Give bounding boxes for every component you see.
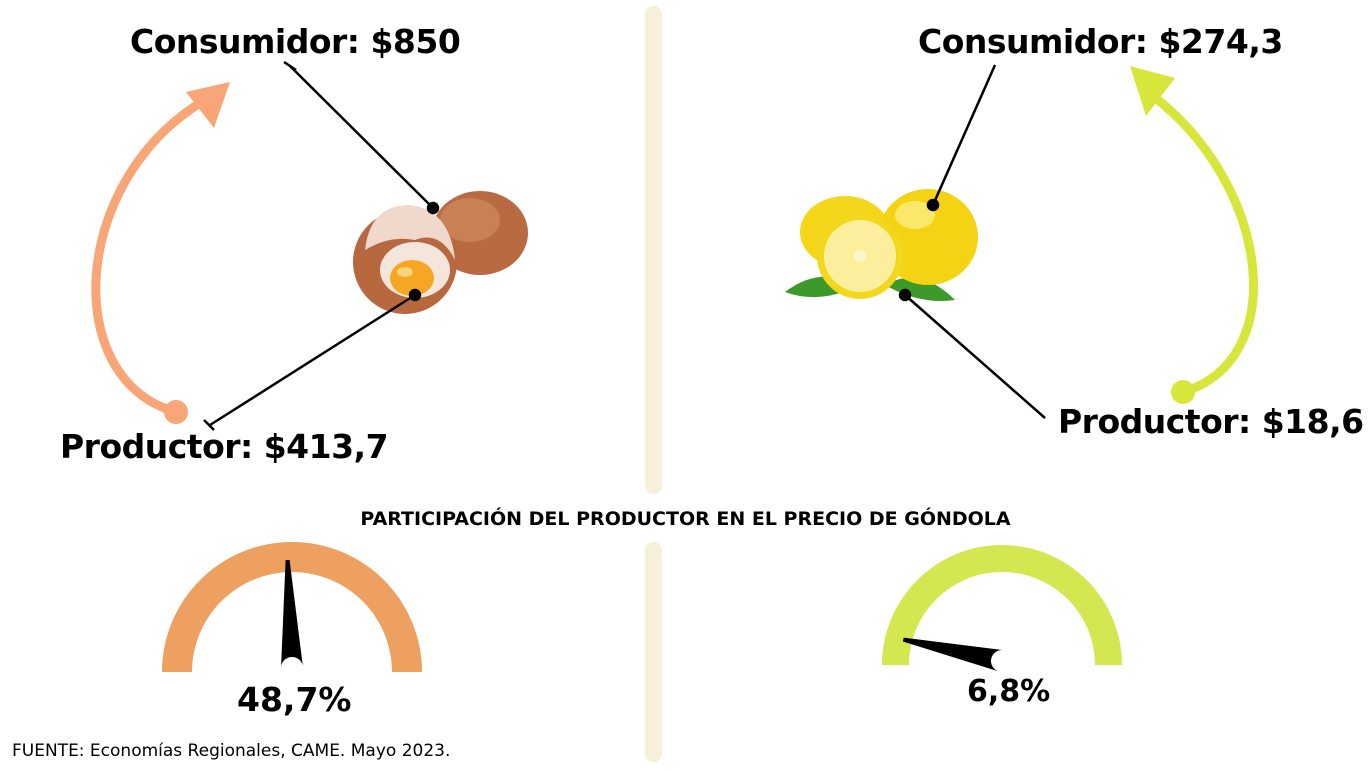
gauge-needle [280,560,303,669]
gauge-arc [162,542,422,672]
lemon-consumer-price: Consumidor: $274,3 [918,22,1283,61]
egg-price-arrow [91,82,230,424]
leader-lines [203,60,1046,431]
lemon-icon [785,189,978,301]
egg-share-label: 48,7% [237,680,352,719]
divider-bottom [645,542,662,762]
egg-producer-price: Productor: $413,7 [60,427,389,466]
egg-share-gauge [162,542,422,672]
divider-top [645,6,662,494]
lemon-producer-price: Productor: $18,6 [1058,402,1364,441]
lemon-share-label: 6,8% [967,674,1051,709]
lemon-price-arrow [1130,66,1258,404]
section-title: PARTICIPACIÓN DEL PRODUCTOR EN EL PRECIO… [360,508,1011,530]
gauge-needle [902,637,1005,672]
egg-icon [353,191,528,314]
egg-consumer-price: Consumidor: $850 [130,22,461,61]
gauge-arc [882,545,1122,665]
source-note: FUENTE: Economías Regionales, CAME. Mayo… [12,741,451,761]
lemon-share-gauge [882,545,1122,672]
